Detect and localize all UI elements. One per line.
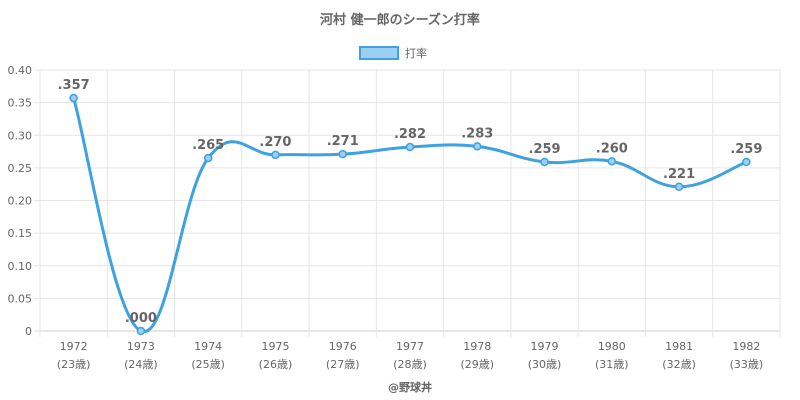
x-tick-sublabel: (29歳) [460,358,494,371]
legend-label: 打率 [405,46,427,60]
data-point[interactable] [69,93,78,103]
y-tick-label: 0 [25,325,32,338]
x-tick-label: 1972 [60,340,88,353]
x-tick-sublabel: (33歳) [730,358,764,371]
x-tick-label: 1981 [665,340,693,353]
y-tick-label: 0.20 [8,195,33,208]
y-tick-label: 0.40 [8,64,33,77]
y-tick-label: 0.35 [8,97,33,110]
data-point[interactable] [405,142,415,152]
x-tick-sublabel: (31歳) [595,358,629,371]
y-tick-label: 0.25 [8,162,33,175]
x-tick-label: 1980 [598,340,626,353]
data-label: .282 [394,127,426,142]
x-tick-sublabel: (24歳) [124,358,158,371]
x-tick-sublabel: (26歳) [259,358,293,371]
x-tick-sublabel: (25歳) [191,358,225,371]
grid-lines [34,69,781,337]
x-tick-label: 1978 [463,340,491,353]
data-point[interactable] [674,182,684,192]
data-label: .265 [192,138,224,153]
x-tick-label: 1973 [127,340,155,353]
legend-swatch [359,46,399,60]
data-points [69,93,751,336]
credit-text: @野球丼 [388,380,432,394]
data-label: .271 [327,134,359,149]
data-label: .221 [663,167,695,182]
y-tick-label: 0.10 [8,260,33,273]
x-tick-label: 1979 [531,340,559,353]
y-tick-label: 0.05 [8,292,33,305]
x-tick-label: 1974 [194,340,222,353]
y-tick-label: 0.15 [8,227,33,240]
data-point[interactable] [540,157,549,167]
x-axis-ticks: 1972 (23歳) 1973 (24歳) 1974 (25歳) 1975 (26歳) 1976… [57,340,763,371]
x-tick-sublabel: (23歳) [57,358,91,371]
data-point[interactable] [338,149,347,159]
data-label: .260 [596,141,628,156]
x-tick-label: 1976 [329,340,357,353]
legend[interactable]: 打率 [359,46,427,60]
data-label: .270 [259,135,291,150]
data-point[interactable] [271,150,280,160]
data-labels: .357 .000 .265 .270 .271 .282 .283 .259 .260 .221… [58,78,763,326]
x-tick-sublabel: (28歳) [393,358,427,371]
x-tick-sublabel: (30歳) [528,358,562,371]
x-tick-sublabel: (32歳) [662,358,696,371]
y-axis-ticks: 0 0.05 0.10 0.15 0.20 0.25 0.30 0.35 0.40 [8,64,33,338]
data-label: .357 [58,78,90,93]
data-point[interactable] [136,326,146,336]
y-tick-label: 0.30 [8,129,33,142]
x-tick-label: 1982 [732,340,760,353]
data-label: .283 [461,126,493,141]
data-point[interactable] [203,153,213,163]
x-tick-sublabel: (27歳) [326,358,360,371]
x-tick-label: 1977 [396,340,424,353]
data-point[interactable] [742,157,751,167]
data-label: .000 [125,311,157,326]
data-label: .259 [529,142,561,157]
data-label: .259 [730,142,762,157]
x-tick-label: 1975 [261,340,289,353]
data-point[interactable] [607,157,617,166]
data-point[interactable] [473,142,482,151]
chart-title: 河村 健一郎のシーズン打率 [320,12,480,28]
